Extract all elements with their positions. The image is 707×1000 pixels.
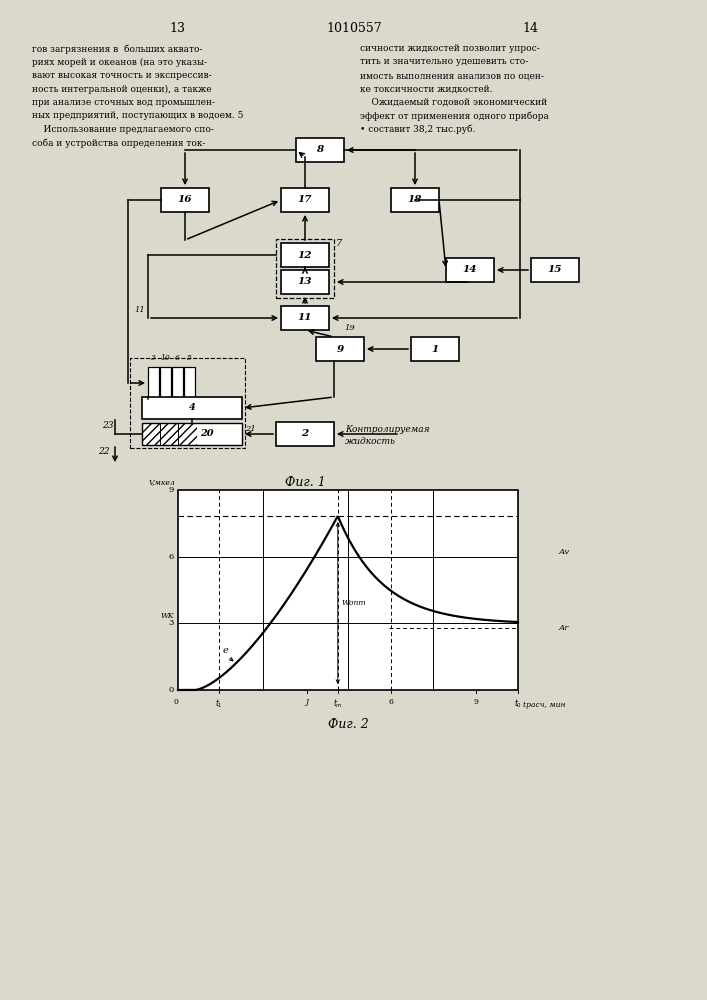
Text: 9: 9 [473,698,478,706]
Text: тить и значительно удешевить сто-: тить и значительно удешевить сто- [360,57,528,66]
Text: 23: 23 [103,420,114,430]
Text: 8: 8 [316,145,324,154]
Text: 0: 0 [173,698,178,706]
Text: Фиг. 1: Фиг. 1 [285,476,325,488]
Text: 7: 7 [336,239,342,248]
Text: 6: 6 [388,698,393,706]
FancyBboxPatch shape [281,243,329,267]
FancyBboxPatch shape [391,188,439,212]
Text: Аr: Аr [558,624,568,632]
Text: ных предприятий, поступающих в водоем. 5: ных предприятий, поступающих в водоем. 5 [32,111,243,120]
Text: 11: 11 [134,306,145,314]
Text: гов загрязнения в  больших аквато-: гов загрязнения в больших аквато- [32,44,202,53]
Text: 3: 3 [151,354,156,362]
Text: 17: 17 [298,196,312,205]
Text: при анализе сточных вод промышлен-: при анализе сточных вод промышлен- [32,98,215,107]
Text: Аv: Аv [558,548,569,556]
FancyBboxPatch shape [184,367,194,399]
Text: Использование предлагаемого спо-: Использование предлагаемого спо- [32,125,214,134]
FancyBboxPatch shape [296,138,344,162]
Text: 6: 6 [175,354,180,362]
FancyBboxPatch shape [316,337,364,361]
Text: 12: 12 [298,250,312,259]
FancyBboxPatch shape [142,397,242,419]
Text: 9: 9 [337,344,344,354]
FancyBboxPatch shape [148,367,158,399]
Text: 11: 11 [298,314,312,322]
Text: 20: 20 [200,430,214,438]
Text: 19: 19 [344,324,355,332]
Text: ке токсичности жидкостей.: ке токсичности жидкостей. [360,85,493,94]
Text: сичности жидкостей позволит упрос-: сичности жидкостей позволит упрос- [360,44,539,53]
Text: 1: 1 [431,344,438,354]
Text: 3: 3 [169,619,174,627]
FancyBboxPatch shape [411,337,459,361]
FancyBboxPatch shape [160,367,170,399]
Text: $t_m$: $t_m$ [333,698,343,710]
Text: риях морей и океанов (на это указы-: риях морей и океанов (на это указы- [32,57,207,67]
Text: 15: 15 [548,265,562,274]
Text: вают высокая точность и экспрессив-: вают высокая точность и экспрессив- [32,71,211,80]
Text: Контролируемая: Контролируемая [345,426,430,434]
Text: V,мкел: V,мкел [148,478,175,486]
Text: 2: 2 [301,430,309,438]
Text: 5: 5 [187,354,192,362]
Text: 16: 16 [177,196,192,205]
Text: 9: 9 [169,486,174,494]
Text: ность интегральной оценки), а также: ность интегральной оценки), а также [32,85,211,94]
Text: эффект от применения одного прибора: эффект от применения одного прибора [360,111,549,121]
FancyBboxPatch shape [446,258,494,282]
Text: 6: 6 [169,553,174,561]
Text: 14: 14 [522,21,538,34]
Text: 13: 13 [298,277,312,286]
FancyBboxPatch shape [161,188,209,212]
Text: 10: 10 [160,354,170,362]
Text: J: J [305,698,309,706]
Text: 4: 4 [189,403,195,412]
FancyBboxPatch shape [142,423,242,445]
Text: tрасч, мин: tрасч, мин [523,701,566,709]
FancyBboxPatch shape [281,306,329,330]
Text: $t_1$: $t_1$ [215,698,223,710]
Text: • составит 38,2 тыс.руб.: • составит 38,2 тыс.руб. [360,125,475,134]
Text: 0: 0 [169,686,174,694]
Text: 14: 14 [463,265,477,274]
Text: имость выполнения анализов по оцен-: имость выполнения анализов по оцен- [360,71,544,80]
Text: Ожидаемый годовой экономический: Ожидаемый годовой экономический [360,98,547,107]
FancyBboxPatch shape [172,367,182,399]
FancyBboxPatch shape [178,490,518,690]
Text: жидкость: жидкость [345,438,396,446]
Text: $t_0$: $t_0$ [514,698,522,710]
Text: Фиг. 2: Фиг. 2 [327,718,368,732]
Text: e: e [223,646,228,655]
Text: 13: 13 [169,21,185,34]
Text: соба и устройства определения ток-: соба и устройства определения ток- [32,138,205,148]
Text: Wопт: Wопт [341,599,366,607]
Text: 22: 22 [98,448,110,456]
Text: 1010557: 1010557 [326,21,382,34]
Text: 21: 21 [245,425,256,433]
Text: WK: WK [160,612,174,620]
Text: 18: 18 [408,196,422,205]
FancyBboxPatch shape [281,188,329,212]
FancyBboxPatch shape [531,258,579,282]
FancyBboxPatch shape [281,270,329,294]
FancyBboxPatch shape [276,422,334,446]
